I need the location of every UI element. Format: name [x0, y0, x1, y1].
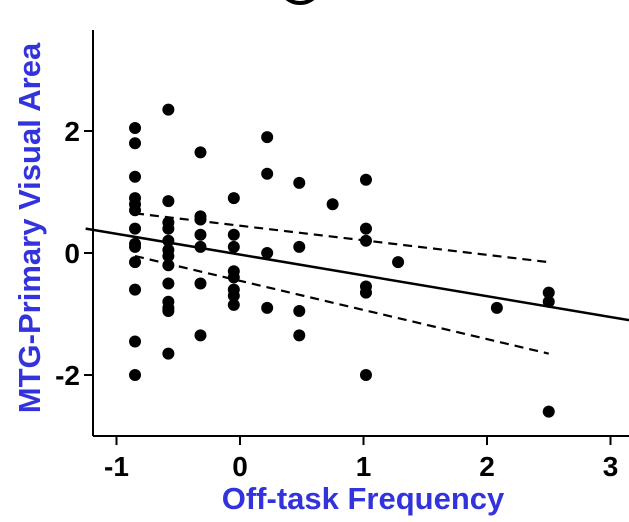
data-point: [194, 213, 207, 226]
data-point: [359, 222, 372, 235]
data-point: [293, 304, 306, 317]
data-point: [162, 234, 175, 247]
data-point: [261, 247, 274, 259]
data-point: [542, 295, 555, 308]
y-tick-label: 0: [64, 238, 80, 269]
data-point: [162, 250, 175, 263]
axis-ticks: -1 0 1 2 3 -2 0 2: [55, 116, 618, 482]
data-point: [129, 222, 142, 235]
data-point: [261, 131, 274, 144]
data-point: [162, 259, 175, 272]
x-tick-label: 3: [603, 451, 619, 482]
data-point: [129, 240, 142, 253]
data-point: [162, 222, 175, 235]
x-tick-label: 1: [356, 451, 372, 482]
data-point: [261, 167, 274, 180]
data-point: [129, 204, 142, 217]
top-partial-marker: [285, 0, 315, 5]
confidence-band-upper: [134, 212, 549, 264]
data-point: [194, 240, 207, 253]
regression-line: [85, 227, 629, 322]
data-point: [162, 347, 175, 360]
data-point: [542, 405, 555, 418]
data-point: [227, 271, 240, 284]
data-point: [129, 170, 142, 183]
data-point: [162, 277, 175, 290]
y-axis-title: MTG-Primary Visual Area: [12, 42, 47, 413]
data-point: [293, 329, 306, 342]
data-point: [129, 121, 142, 134]
data-point: [194, 228, 207, 241]
data-point: [293, 240, 306, 253]
data-point: [359, 234, 372, 247]
data-point: [129, 256, 142, 269]
plot-marks: [85, 103, 629, 418]
x-tick-label: 2: [479, 451, 495, 482]
data-point: [359, 369, 372, 381]
data-point: [129, 369, 142, 381]
x-tick-label: 0: [232, 451, 248, 482]
data-point: [227, 192, 240, 205]
x-tick-label: -1: [104, 451, 129, 482]
data-point: [129, 283, 142, 296]
data-point: [392, 256, 405, 269]
data-point: [227, 298, 240, 311]
data-point: [542, 286, 555, 299]
data-point: [326, 198, 339, 211]
y-tick-label: 2: [64, 116, 80, 147]
x-axis-title: Off-task Frequency: [222, 481, 505, 516]
y-tick-label: -2: [55, 360, 80, 391]
data-point: [359, 286, 372, 299]
data-point: [227, 240, 240, 253]
data-point: [162, 304, 175, 317]
data-point: [162, 103, 175, 116]
confidence-band-lower: [134, 254, 550, 355]
data-point: [227, 228, 240, 241]
data-point: [162, 195, 175, 208]
data-point: [194, 277, 207, 290]
data-point: [359, 173, 372, 186]
data-point: [227, 289, 240, 302]
data-point: [261, 301, 274, 314]
data-point: [490, 301, 503, 314]
data-point: [194, 146, 207, 159]
data-point: [293, 176, 306, 189]
data-point: [129, 335, 142, 348]
data-point: [129, 137, 142, 150]
data-point: [194, 329, 207, 342]
